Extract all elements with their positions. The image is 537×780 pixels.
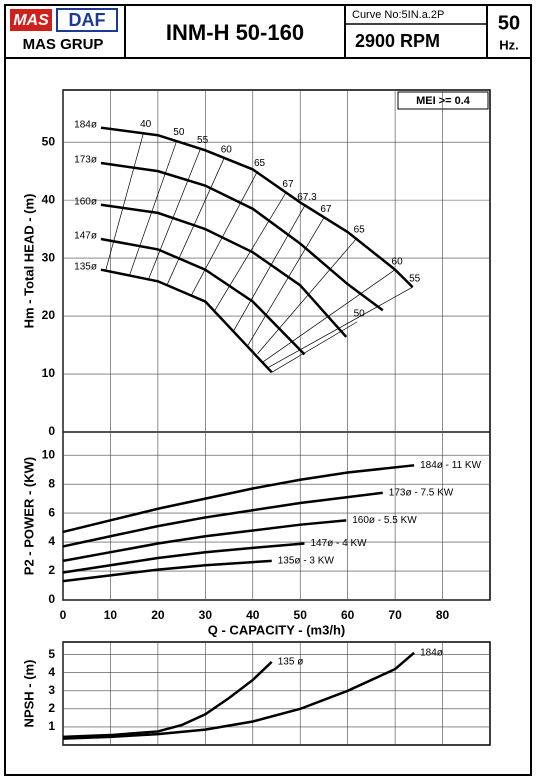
curve — [62, 491, 383, 548]
y-tick-label: 0 — [48, 592, 55, 606]
x-tick-label: 80 — [436, 608, 450, 622]
x-tick-label: 20 — [151, 608, 165, 622]
curve-label: 184ø - 11 KW — [420, 460, 482, 471]
efficiency-line — [148, 148, 201, 280]
efficiency-label: 50 — [173, 127, 185, 138]
efficiency-line — [167, 157, 225, 285]
x-tick-label: 60 — [341, 608, 355, 622]
curve-label: 147ø - 4 KW — [310, 538, 367, 549]
x-tick-label: 30 — [199, 608, 213, 622]
curve-label: 135ø — [74, 261, 97, 272]
efficiency-line — [233, 205, 306, 331]
y-tick-label: 4 — [48, 665, 55, 679]
y-tick-label: 6 — [48, 505, 55, 519]
efficiency-line — [257, 237, 358, 354]
x-tick-label: 50 — [294, 608, 308, 622]
y-tick-label: 20 — [42, 308, 56, 322]
y-tick-label: 2 — [48, 701, 55, 715]
y-tick-label: 5 — [48, 647, 55, 661]
efficiency-label: 67 — [320, 204, 332, 215]
x-tick-label: 0 — [60, 608, 67, 622]
efficiency-label: 40 — [140, 119, 152, 130]
frequency: 50 — [498, 12, 520, 34]
efficiency-label: 60 — [392, 256, 404, 267]
y-tick-label: 8 — [48, 476, 55, 490]
annotation-box — [397, 91, 489, 110]
x-tick-label: 70 — [388, 608, 402, 622]
curve — [100, 237, 306, 356]
efficiency-line — [105, 132, 144, 271]
x-tick-label: 10 — [104, 608, 118, 622]
curve — [62, 519, 347, 563]
curve — [100, 203, 348, 338]
logo-daf-bg — [56, 8, 118, 32]
curve-label: 173ø — [74, 155, 97, 166]
curve — [100, 268, 273, 374]
efficiency-label: 55 — [409, 274, 421, 285]
curve — [62, 542, 305, 574]
company: MAS GRUP — [23, 36, 104, 53]
y-axis-title: NPSH - (m) — [21, 660, 36, 728]
y-axis-title: P2 - POWER - (KW) — [21, 457, 36, 575]
curve-label: 147ø — [74, 231, 97, 242]
curve-label: 173ø - 7.5 KW — [389, 487, 454, 498]
y-tick-label: 3 — [48, 683, 55, 697]
speed: 2900 RPM — [355, 31, 440, 51]
y-tick-label: 10 — [42, 366, 56, 380]
y-tick-label: 1 — [48, 719, 55, 733]
curve-label: 184ø — [74, 119, 97, 130]
y-tick-label: 2 — [48, 563, 55, 577]
curve-label: 184ø — [420, 647, 443, 658]
y-axis-title: Hm - Total HEAD - (m) — [21, 194, 36, 329]
model: INM-H 50-160 — [166, 20, 304, 45]
curve — [62, 559, 272, 583]
y-tick-label: 50 — [42, 134, 56, 148]
annotation: MEI >= 0.4 — [416, 95, 471, 107]
curve-label: 160ø - 5.5 KW — [352, 515, 417, 526]
frequency-unit: Hz. — [499, 37, 519, 52]
curve-label: 135ø - 3 KW — [278, 556, 335, 567]
efficiency-line — [271, 321, 358, 373]
curve-no: Curve No:5IN.a.2P — [352, 9, 444, 21]
y-tick-label: 4 — [48, 534, 55, 548]
curve — [100, 161, 384, 312]
y-tick-label: 0 — [48, 424, 55, 438]
y-tick-label: 40 — [42, 192, 56, 206]
efficiency-line — [247, 217, 325, 346]
y-tick-label: 10 — [42, 447, 56, 461]
logo-mas: MAS — [13, 12, 49, 29]
logo-mas-bg — [10, 9, 52, 31]
efficiency-label: 67.3 — [297, 192, 317, 203]
efficiency-label: 65 — [354, 224, 366, 235]
curve — [62, 660, 273, 739]
x-tick-label: 40 — [246, 608, 260, 622]
efficiency-line — [266, 286, 413, 369]
logo-daf: DAF — [69, 10, 106, 30]
efficiency-label: 65 — [254, 158, 266, 169]
curve — [62, 464, 415, 534]
y-tick-label: 30 — [42, 250, 56, 264]
curve — [62, 651, 415, 740]
curve-label: 135 ø — [278, 657, 304, 668]
curve-label: 160ø — [74, 196, 97, 207]
efficiency-line — [129, 140, 178, 276]
efficiency-label: 50 — [354, 309, 366, 320]
x-axis-title: Q - CAPACITY - (m3/h) — [208, 622, 345, 637]
curve — [100, 126, 414, 288]
efficiency-label: 67 — [282, 179, 294, 190]
efficiency-label: 60 — [221, 144, 233, 155]
page-frame — [4, 4, 532, 776]
efficiency-line — [190, 170, 258, 296]
efficiency-label: 55 — [197, 135, 209, 146]
